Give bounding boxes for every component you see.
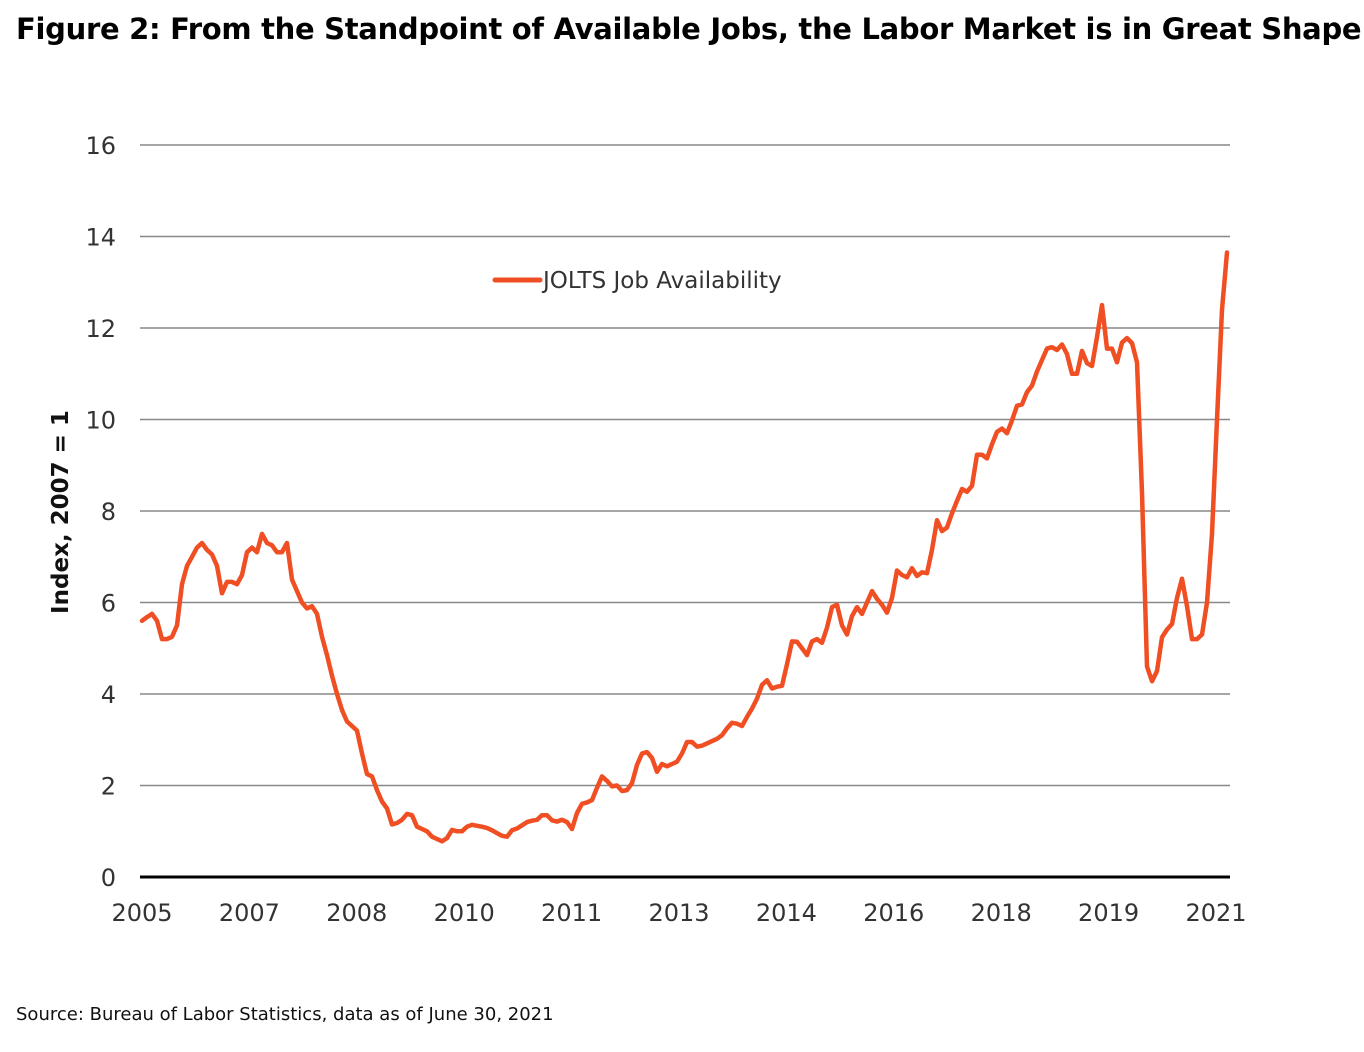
- y-tick-label: 0: [101, 864, 116, 892]
- gridlines: [140, 144, 1230, 879]
- y-tick-label: 4: [101, 681, 116, 709]
- y-tick-label: 2: [101, 773, 116, 801]
- y-tick-label: 16: [85, 132, 116, 160]
- x-tick-label: 2008: [326, 899, 387, 927]
- x-tick-label: 2005: [111, 899, 172, 927]
- y-tick-label: 12: [85, 315, 116, 343]
- x-tick-label: 2011: [541, 899, 602, 927]
- x-tick-label: 2021: [1185, 899, 1246, 927]
- chart-title: Figure 2: From the Standpoint of Availab…: [16, 12, 1362, 46]
- legend-label: JOLTS Job Availability: [541, 268, 782, 294]
- x-tick-label: 2007: [219, 899, 280, 927]
- y-tick-labels: 0 2 4 6 8 10 12 14 16: [85, 132, 116, 892]
- x-tick-label: 2014: [756, 899, 817, 927]
- x-tick-label: 2010: [434, 899, 495, 927]
- x-tick-label: 2019: [1078, 899, 1139, 927]
- y-tick-label: 14: [85, 224, 116, 252]
- x-tick-label: 2018: [971, 899, 1032, 927]
- y-tick-label: 6: [101, 590, 116, 618]
- y-tick-label: 8: [101, 498, 116, 526]
- x-tick-label: 2013: [648, 899, 709, 927]
- x-tick-label: 2016: [863, 899, 924, 927]
- legend: JOLTS Job Availability: [492, 268, 782, 294]
- series-line-jolts: [139, 250, 1230, 844]
- y-tick-label: 10: [85, 407, 116, 435]
- y-axis-label: Index, 2007 = 1: [48, 410, 74, 614]
- source-note: Source: Bureau of Labor Statistics, data…: [16, 1004, 554, 1025]
- x-tick-labels: 2005 2007 2008 2010 2011 2013 2014 2016 2018 2019…: [111, 899, 1246, 927]
